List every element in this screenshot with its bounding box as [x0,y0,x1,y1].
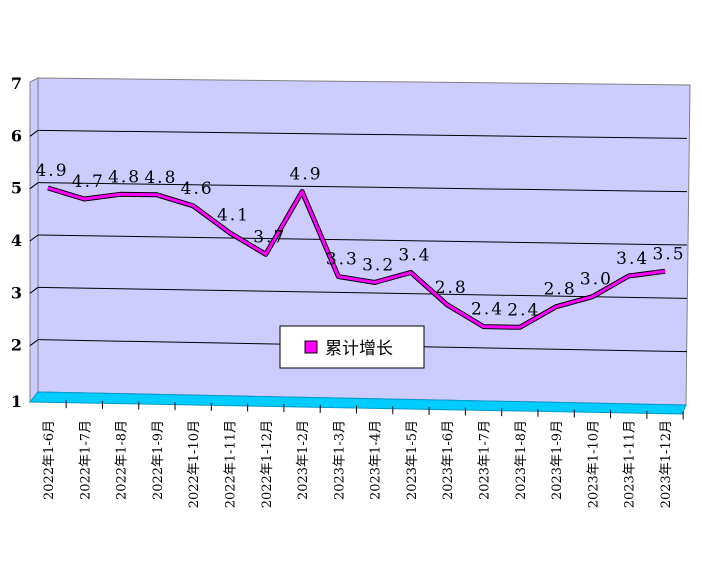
data-point [519,326,521,328]
data-point [301,191,303,193]
y-tick-label: 3 [11,283,22,302]
data-label: 2.8 [435,278,468,298]
data-label: 4.7 [72,172,105,192]
y-tick-label: 4 [11,231,22,250]
data-point [192,205,194,207]
y-tick-label: 5 [11,179,22,198]
x-tick-label: 2023年1-12月 [659,420,674,508]
plot-floor [28,391,687,415]
gridline-side [29,182,39,190]
x-tick-label: 2022年1-10月 [187,420,202,508]
x-tick-label: 2023年1-4月 [369,420,384,500]
x-tick-label: 2022年1-8月 [115,420,130,500]
data-label: 2.8 [544,280,577,300]
y-tick-label: 6 [11,126,22,145]
data-point [410,271,412,273]
data-label: 4.6 [181,179,214,199]
x-tick-label: 2023年1-3月 [332,420,347,500]
gridline-side [29,129,39,137]
y-tick-label: 2 [11,336,22,355]
data-label: 3.4 [398,245,431,265]
data-point [483,326,485,328]
data-point [47,187,49,189]
x-tick-label: 2023年1-11月 [623,420,638,508]
legend-box [279,325,425,369]
gridline-side [29,286,39,294]
x-tick-label: 2023年1-5月 [405,420,420,500]
legend: 累计增长 [279,325,425,369]
y-tick-label: 7 [11,74,22,93]
x-tick-label: 2022年1-6月 [42,420,57,500]
data-label: 4.8 [144,168,177,188]
data-label: 4.9 [35,161,68,181]
data-label: 4.8 [108,167,141,187]
data-point [83,198,85,200]
x-tick-label: 2022年1-12月 [260,420,275,508]
x-tick-label: 2022年1-7月 [78,420,93,500]
gridline [37,129,688,139]
x-tick-label: 2023年1-10月 [586,420,601,508]
data-point [446,304,448,306]
data-point [228,232,230,234]
x-tick-label: 2023年1-2月 [296,420,311,500]
data-label: 3.5 [652,244,685,264]
data-label: 3.0 [580,270,613,290]
data-point [374,281,376,283]
data-point [555,306,557,308]
data-label: 3.2 [362,255,395,275]
data-label: 4.1 [217,206,250,226]
gridline [37,182,688,193]
x-tick-label: 2023年1-8月 [514,420,529,500]
data-point [156,194,158,196]
x-tick-label: 2023年1-7月 [478,420,493,500]
data-label: 3.3 [326,250,359,270]
gridline [37,234,688,246]
data-point [591,296,593,298]
data-label: 3.7 [253,227,286,247]
data-label: 2.4 [471,300,504,320]
series-line [47,186,666,329]
data-point [265,253,267,255]
x-tick-label: 2023年1-9月 [550,420,565,500]
data-point [628,275,630,277]
gridline [37,286,688,299]
data-label: 2.4 [507,300,540,320]
gridline-side [29,339,39,347]
data-label: 4.9 [290,165,323,185]
x-tick-label: 2022年1-9月 [151,420,166,500]
x-tick-label: 2022年1-11月 [223,420,238,508]
legend-label: 累计增长 [325,339,393,359]
y-tick-label: 1 [11,392,22,411]
data-point [664,270,666,272]
legend-swatch [304,340,318,354]
data-point [120,193,122,195]
gridline-side [29,234,39,242]
data-label: 3.4 [616,249,649,269]
x-tick-label: 2023年1-6月 [441,420,456,500]
data-point [337,276,339,278]
